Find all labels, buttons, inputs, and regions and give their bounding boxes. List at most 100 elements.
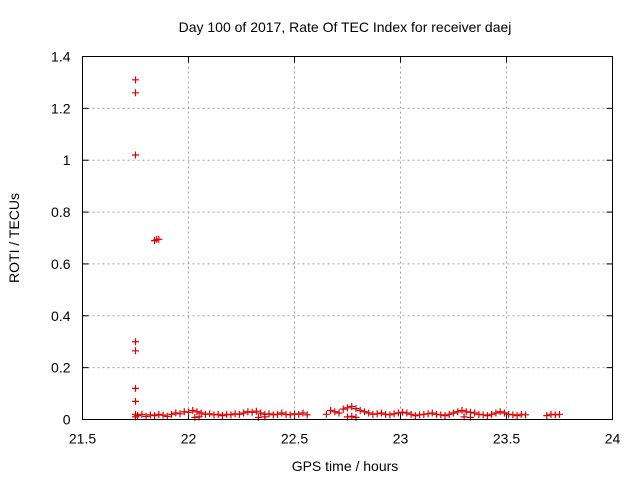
data-point-marker [132, 347, 139, 355]
data-point-marker [197, 409, 205, 417]
data-point-marker [303, 411, 311, 419]
data-point-marker [522, 411, 530, 419]
data-point-marker [441, 412, 449, 420]
data-point-marker [390, 410, 398, 418]
data-point-marker [299, 409, 307, 417]
data-point-marker [248, 408, 256, 416]
chart-title: Day 100 of 2017, Rate Of TEC Index for r… [179, 19, 512, 35]
tick-label-layer: 21.5 22 22.5 23 23.5 24 0 0.2 0.4 0.6 0.8 1 1.2 1.4 [51, 49, 620, 447]
data-point-marker [373, 410, 381, 418]
y-tick-label: 0.2 [51, 360, 71, 376]
data-point-marker [214, 410, 222, 418]
tick-layer [82, 56, 613, 420]
data-point-marker [172, 409, 180, 417]
data-point-marker [286, 411, 294, 419]
x-tick-label: 22 [181, 431, 197, 447]
data-point-marker [352, 405, 360, 413]
data-point-marker [206, 410, 214, 418]
data-point-marker [218, 412, 226, 420]
data-point-marker [437, 411, 445, 419]
x-tick-label: 24 [605, 431, 621, 447]
x-axis-title: GPS time / hours [292, 458, 399, 474]
data-point-marker [335, 409, 343, 417]
x-tick-label: 22.5 [281, 431, 308, 447]
y-tick-label: 0.8 [51, 204, 71, 220]
y-tick-label: 0.4 [51, 308, 71, 324]
data-point-marker [151, 412, 159, 420]
data-point-marker [185, 408, 192, 416]
data-point-marker [295, 410, 303, 418]
data-point-marker [479, 411, 487, 419]
data-point-marker [399, 408, 407, 416]
data-point-marker [189, 406, 197, 414]
data-point-marker [132, 384, 139, 392]
data-points-layer [132, 76, 563, 421]
data-point-marker [331, 408, 339, 416]
data-point-marker [138, 410, 146, 418]
data-point-marker [492, 409, 500, 417]
data-point-marker [360, 408, 368, 416]
x-tick-label: 23.5 [493, 431, 520, 447]
data-point-marker [339, 405, 347, 413]
data-point-marker [407, 410, 415, 418]
data-point-marker [274, 410, 282, 418]
plot-frame [82, 56, 613, 420]
data-point-marker [394, 409, 402, 417]
data-point-marker [513, 412, 521, 420]
data-point-marker [252, 407, 260, 415]
data-point-marker [265, 410, 273, 418]
data-point-marker [428, 409, 436, 417]
data-point-marker [488, 410, 496, 418]
data-point-marker [386, 411, 394, 419]
y-axis-title: ROTI / TECUs [6, 193, 22, 283]
data-point-marker [278, 409, 286, 417]
data-point-marker [450, 409, 457, 417]
data-point-marker [146, 411, 154, 419]
data-point-marker [327, 406, 335, 414]
data-point-marker [365, 409, 373, 417]
data-point-marker [403, 409, 411, 417]
data-point-marker [471, 409, 479, 417]
data-point-marker [483, 412, 491, 420]
data-point-marker [235, 410, 243, 418]
data-point-marker [193, 408, 201, 416]
y-tick-label: 0.6 [51, 256, 71, 272]
data-point-marker [132, 76, 139, 84]
data-point-marker [240, 409, 248, 417]
data-point-marker [356, 406, 364, 414]
y-tick-label: 1 [63, 152, 71, 168]
data-point-marker [322, 410, 330, 418]
data-point-marker [500, 409, 508, 417]
data-point-marker [257, 409, 265, 417]
data-point-marker [377, 409, 385, 417]
data-point-marker [458, 406, 466, 414]
data-point-marker [424, 410, 432, 418]
data-point-marker [159, 411, 167, 419]
data-point-marker [348, 403, 356, 411]
data-point-marker [509, 411, 517, 419]
x-tick-label: 23 [393, 431, 409, 447]
y-tick-label: 0 [63, 412, 71, 428]
data-point-marker [163, 412, 171, 420]
grid-layer [82, 56, 613, 420]
y-tick-label: 1.2 [51, 100, 71, 116]
y-tick-label: 1.4 [51, 49, 71, 65]
data-point-marker [168, 410, 176, 418]
data-point-marker [155, 235, 163, 243]
data-point-marker [411, 412, 419, 420]
data-point-marker [348, 412, 356, 420]
data-point-marker [134, 412, 142, 420]
data-point-marker [176, 410, 184, 418]
data-point-marker [445, 410, 453, 418]
data-point-marker [155, 410, 163, 418]
data-point-marker [132, 338, 139, 346]
x-tick-label: 21.5 [69, 431, 96, 447]
data-point-marker [227, 411, 235, 419]
data-point-marker [142, 412, 150, 420]
data-point-marker [132, 151, 139, 159]
data-point-marker [543, 412, 551, 420]
data-point-marker [344, 404, 351, 412]
data-point-marker [132, 397, 139, 405]
data-point-marker [556, 410, 563, 418]
